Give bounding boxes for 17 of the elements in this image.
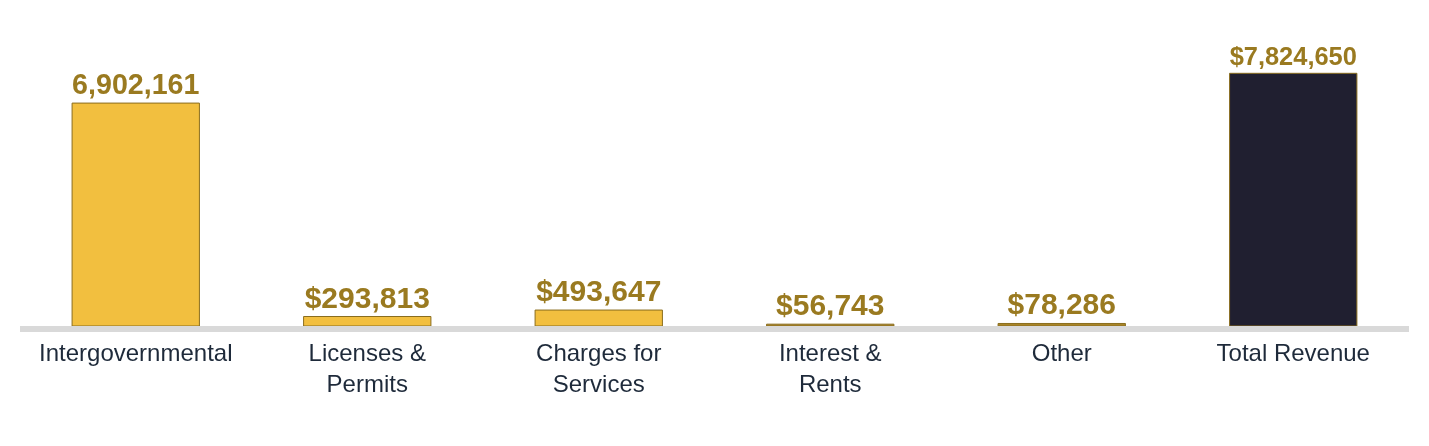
bar <box>534 309 663 326</box>
bar <box>303 316 432 326</box>
x-tick-label: Intergovernmental <box>39 338 233 366</box>
x-tick-label: Licenses & Permits <box>308 338 426 397</box>
x-tick-label: Total Revenue <box>1216 338 1370 366</box>
x-tick-label: Charges for Services <box>536 338 662 397</box>
data-label: $493,647 <box>536 274 662 308</box>
data-label: $7,824,650 <box>1229 42 1357 71</box>
data-label: $293,813 <box>304 280 430 314</box>
x-tick-label: Interest & Rents <box>778 338 882 397</box>
data-label: $78,286 <box>1007 287 1116 321</box>
bar <box>71 102 200 326</box>
data-label: 6,902,161 <box>72 68 200 101</box>
data-label: $56,743 <box>776 288 885 322</box>
bar <box>1229 72 1358 326</box>
bar <box>997 322 1126 326</box>
x-tick-label: Other <box>1031 338 1092 366</box>
